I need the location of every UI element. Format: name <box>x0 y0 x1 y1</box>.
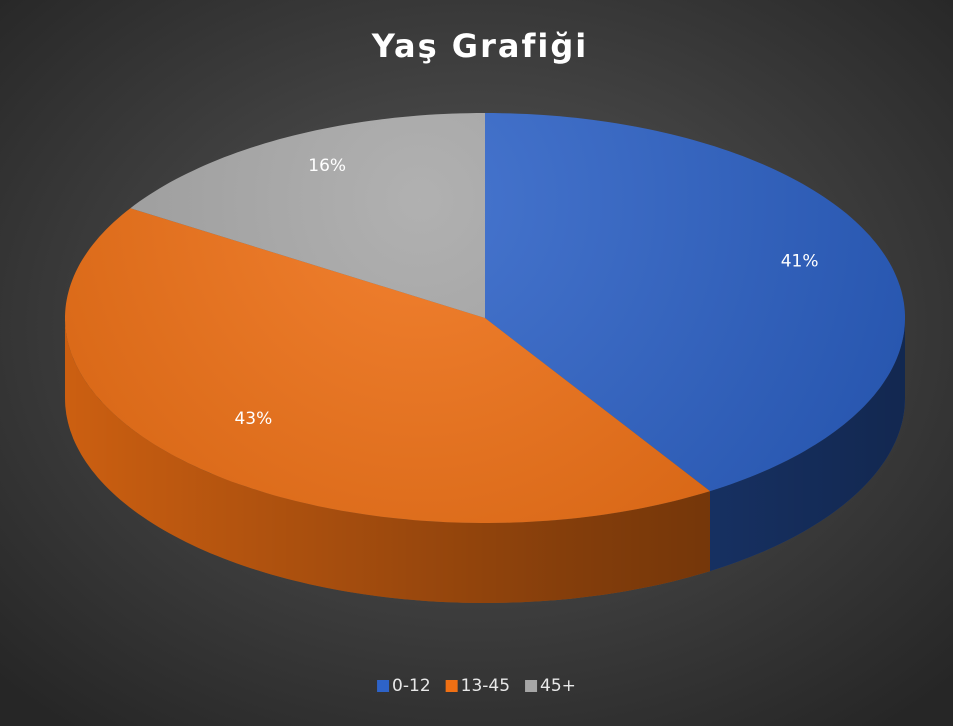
legend-label: 0-12 <box>392 676 431 696</box>
legend-label: 45+ <box>540 676 576 696</box>
slice-gloss <box>65 208 710 523</box>
chart-title: Yaş Grafiği <box>371 27 588 65</box>
legend-swatch <box>377 680 390 692</box>
data-label: 41% <box>781 251 819 271</box>
data-label: 43% <box>234 409 272 429</box>
side-shade <box>710 318 905 572</box>
side-shade <box>65 318 710 603</box>
legend-swatch <box>445 680 458 692</box>
legend-swatch <box>525 680 538 692</box>
slice-gloss <box>130 113 485 318</box>
data-label: 16% <box>308 156 346 176</box>
slice-gloss <box>485 113 905 492</box>
legend-label: 13-45 <box>461 676 510 696</box>
